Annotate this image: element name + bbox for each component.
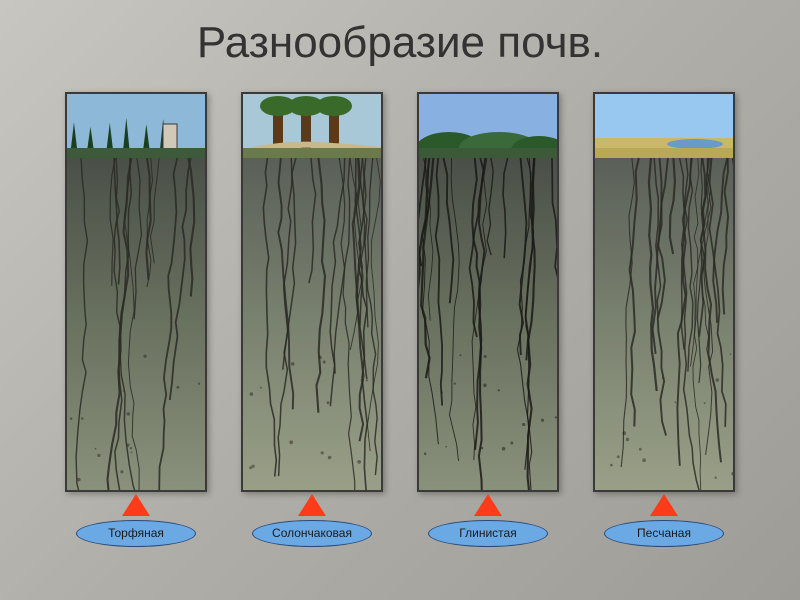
profile-svg-peat: [67, 94, 207, 492]
arrow-icon: [474, 494, 502, 516]
profile-svg-solonchak: [243, 94, 383, 492]
profile-solonchak: [241, 92, 383, 492]
profiles-row: [0, 92, 800, 492]
arrow-icon: [298, 494, 326, 516]
page-title: Разнообразие почв.: [0, 0, 800, 68]
label-group-peat: Торфяная: [65, 506, 207, 547]
label-group-solonchak: Солончаковая: [241, 506, 383, 547]
profile-clay: [417, 92, 559, 492]
label-solonchak: Солончаковая: [252, 520, 372, 547]
label-peat: Торфяная: [76, 520, 196, 547]
profile-peat: [65, 92, 207, 492]
label-group-clay: Глинистая: [417, 506, 559, 547]
profile-svg-clay: [419, 94, 559, 492]
labels-row: Торфяная Солончаковая Глинистая Песчаная: [0, 506, 800, 547]
profile-sand: [593, 92, 735, 492]
arrow-icon: [122, 494, 150, 516]
arrow-icon: [650, 494, 678, 516]
label-sand: Песчаная: [604, 520, 724, 547]
profile-svg-sand: [595, 94, 735, 492]
label-clay: Глинистая: [428, 520, 548, 547]
label-group-sand: Песчаная: [593, 506, 735, 547]
